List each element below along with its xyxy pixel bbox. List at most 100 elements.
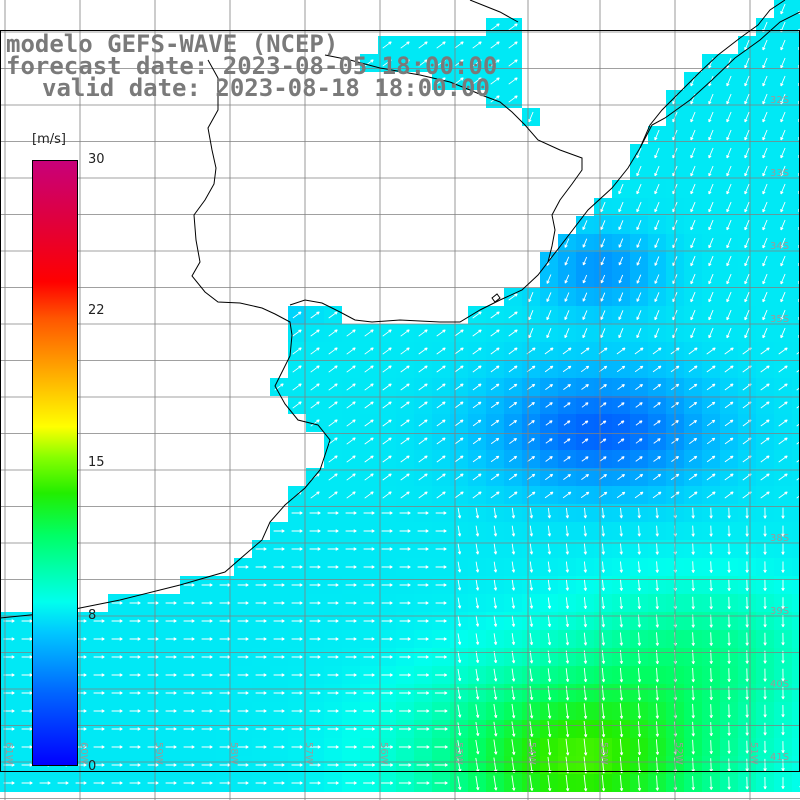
wind-arrow xyxy=(292,347,302,355)
wind-arrow xyxy=(255,709,267,713)
wind-arrow xyxy=(619,561,624,573)
wind-arrow xyxy=(583,543,588,555)
wind-arrow xyxy=(564,310,570,321)
wind-arrow xyxy=(637,525,641,537)
wind-arrow xyxy=(93,619,105,623)
wind-arrow xyxy=(636,256,642,266)
wind-arrow xyxy=(727,668,731,683)
wind-arrow xyxy=(599,420,607,426)
wind-arrow xyxy=(618,328,624,339)
wind-arrow xyxy=(436,491,446,499)
wind-arrow xyxy=(508,383,518,391)
wind-arrow xyxy=(688,365,698,373)
wind-arrow xyxy=(655,685,660,701)
map-title-forecast-date: forecast date: 2023-08-05 18:00:00 xyxy=(6,52,498,80)
wind-arrow xyxy=(654,238,660,249)
wind-arrow xyxy=(763,561,767,573)
wind-arrow xyxy=(346,455,356,463)
wind-arrow xyxy=(763,776,767,790)
wind-arrow xyxy=(273,727,285,731)
wind-arrow xyxy=(454,383,464,391)
wind-arrow xyxy=(616,347,626,355)
wind-arrow xyxy=(454,347,464,355)
colorbar xyxy=(32,160,78,766)
wind-arrow xyxy=(690,309,696,321)
wind-arrow xyxy=(726,291,732,303)
wind-arrow xyxy=(565,561,570,573)
wind-arrow xyxy=(436,329,446,337)
wind-arrow xyxy=(796,351,800,355)
wind-arrow xyxy=(745,776,749,790)
wind-arrow xyxy=(400,383,410,391)
wind-arrow xyxy=(327,583,339,587)
wind-arrow xyxy=(382,59,392,67)
wind-arrow xyxy=(165,619,177,623)
wind-arrow xyxy=(475,507,480,519)
wind-arrow xyxy=(111,637,123,641)
wind-arrow xyxy=(310,401,320,409)
wind-arrow xyxy=(417,511,429,515)
wind-arrow xyxy=(493,651,498,664)
wind-arrow xyxy=(691,721,695,737)
wind-arrow xyxy=(309,583,321,587)
wind-arrow xyxy=(744,255,750,267)
wind-arrow xyxy=(327,511,339,515)
wind-arrow xyxy=(763,704,767,718)
wind-arrow xyxy=(546,292,552,302)
wind-arrow xyxy=(599,473,607,480)
wind-arrow xyxy=(724,419,734,427)
wind-arrow xyxy=(147,709,159,713)
wind-arrow xyxy=(435,655,447,659)
wind-arrow xyxy=(708,93,714,105)
wind-arrow xyxy=(201,601,213,605)
wind-arrow xyxy=(781,668,785,682)
wind-arrow xyxy=(183,763,195,767)
wind-arrow xyxy=(654,147,660,159)
wind-arrow xyxy=(201,673,213,677)
wind-arrow xyxy=(201,691,213,695)
wind-speed-cell xyxy=(792,378,800,396)
wind-arrow xyxy=(434,763,448,767)
wind-arrow xyxy=(417,619,429,623)
wind-speed-cell xyxy=(792,486,800,504)
wind-arrow xyxy=(345,511,357,515)
wind-arrow xyxy=(547,597,552,609)
wind-arrow xyxy=(201,709,213,713)
wind-arrow xyxy=(563,438,571,444)
wind-arrow xyxy=(364,473,374,481)
wind-arrow xyxy=(619,667,624,683)
wind-arrow xyxy=(493,597,498,609)
wind-arrow xyxy=(509,401,518,409)
wind-arrow xyxy=(726,255,732,267)
wind-arrow xyxy=(601,614,606,628)
wind-arrow xyxy=(709,525,713,537)
wind-arrow xyxy=(273,691,285,695)
longitude-label: 53W xyxy=(598,742,609,765)
wind-arrow xyxy=(637,614,642,628)
wind-arrow xyxy=(363,511,375,515)
wind-arrow xyxy=(762,39,768,51)
wind-arrow xyxy=(653,456,661,462)
wind-arrow xyxy=(147,637,159,641)
wind-arrow xyxy=(601,720,606,738)
wind-arrow xyxy=(780,309,786,321)
wind-arrow xyxy=(183,619,195,623)
wind-arrow xyxy=(618,220,624,231)
wind-arrow xyxy=(547,703,552,719)
wind-arrow xyxy=(526,473,536,481)
wind-arrow xyxy=(601,738,606,756)
wind-arrow xyxy=(129,619,141,623)
wind-arrow xyxy=(617,456,625,462)
wind-arrow xyxy=(706,383,716,391)
wind-arrow xyxy=(781,704,785,718)
wind-arrow xyxy=(111,727,123,731)
wind-arrow xyxy=(565,668,570,683)
wind-arrow xyxy=(327,565,339,569)
wind-arrow xyxy=(147,673,159,677)
wind-arrow xyxy=(635,473,644,481)
wind-arrow xyxy=(327,781,339,785)
wind-arrow xyxy=(690,129,696,141)
wind-arrow xyxy=(111,745,123,749)
wind-speed-cell xyxy=(792,18,800,36)
